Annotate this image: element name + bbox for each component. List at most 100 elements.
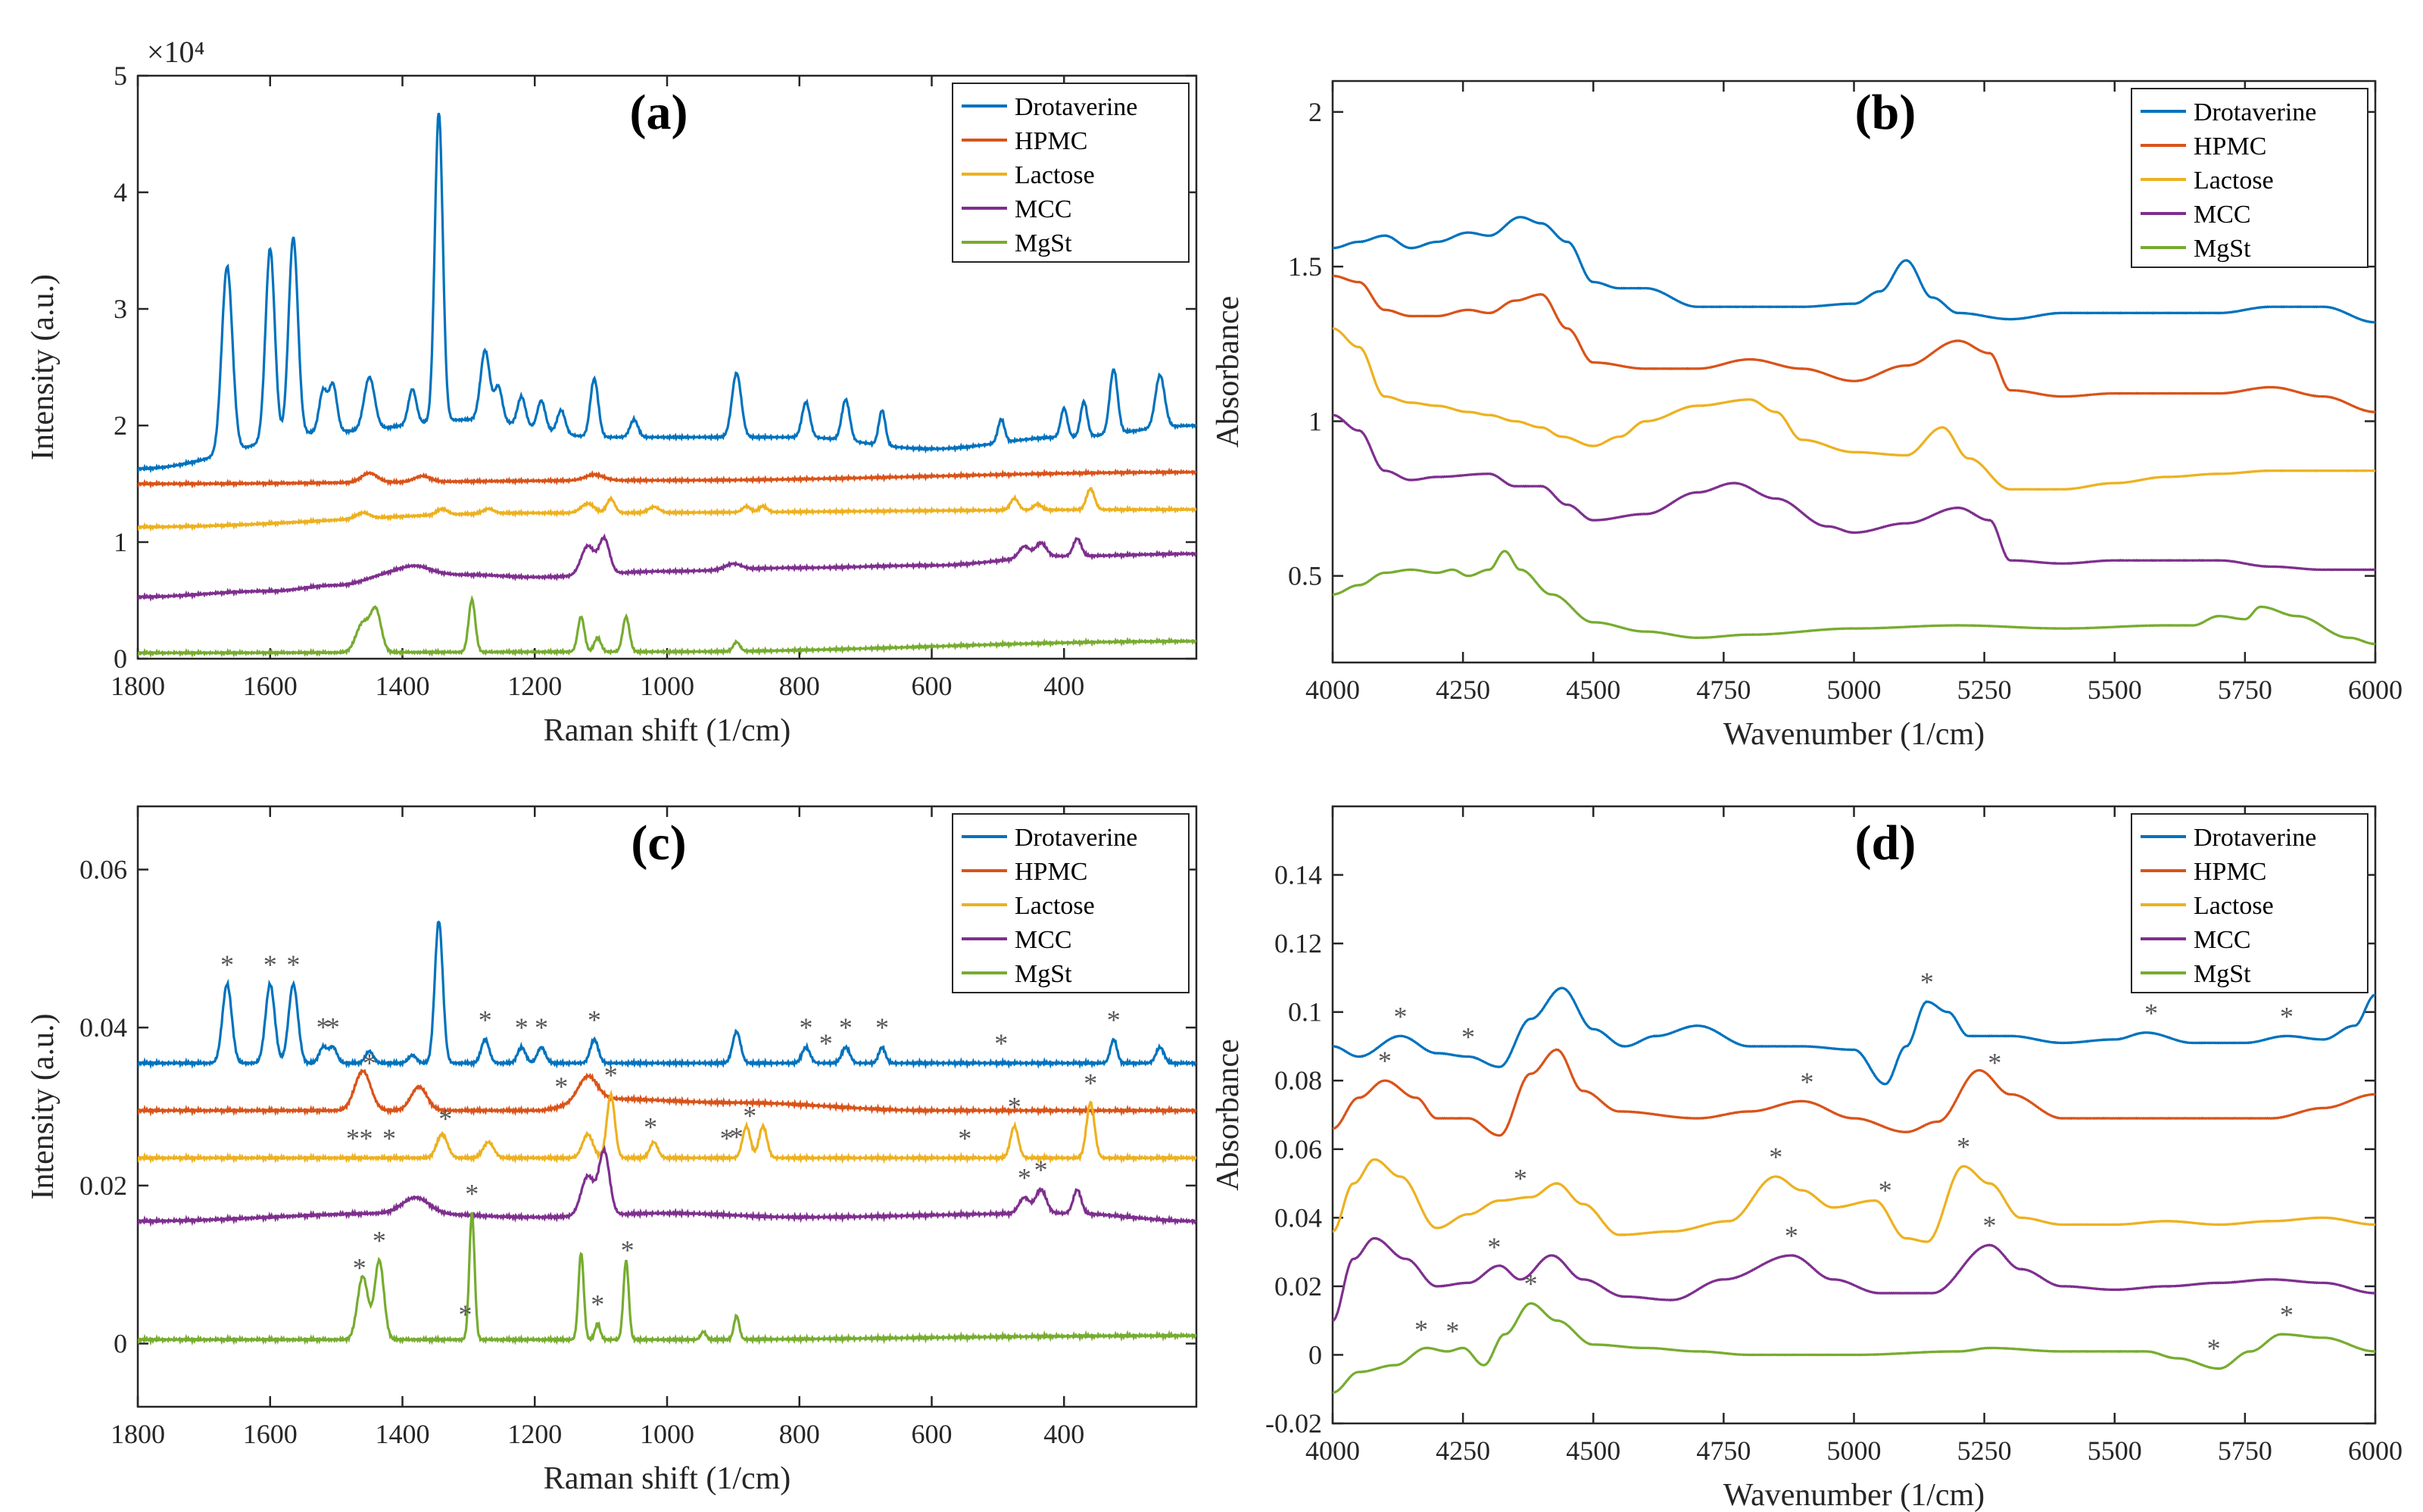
peak-marker: * [2207, 1333, 2221, 1364]
peak-marker: * [1378, 1046, 1392, 1076]
panel-title: (a) [630, 85, 688, 140]
legend: Drotaverine HPMC Lactose MCC MgSt [952, 813, 1190, 993]
series-line-drotaverine [138, 112, 1196, 474]
peak-marker: * [1394, 1001, 1408, 1031]
x-axis-label: Wavenumber (1/cm) [1723, 1478, 1985, 1512]
x-tick-label: 5000 [1827, 675, 1882, 705]
x-tick-label: 6000 [2348, 675, 2403, 705]
legend: Drotaverine HPMC Lactose MCC MgSt [2131, 88, 2368, 268]
peak-marker: * [353, 1253, 366, 1283]
series-line-mcc [1333, 1236, 2375, 1322]
legend-label-mgst: MgSt [2194, 960, 2251, 988]
x-tick-label: 1400 [376, 1419, 430, 1449]
peak-marker: * [1988, 1047, 2001, 1077]
legend-label-lactose: Lactose [1015, 161, 1095, 189]
peak-marker: * [604, 1060, 618, 1090]
x-tick-label: 5250 [1957, 1436, 2012, 1466]
series-line-hpmc [1333, 1048, 2375, 1137]
x-tick-label: 6000 [2348, 1436, 2403, 1466]
peak-marker: * [588, 1005, 601, 1035]
y-multiplier-label: ×10⁴ [147, 35, 205, 69]
panel-b: 4000 4250 4500 4750 5000 5250 5500 5750 6000 0.5 1… [1211, 79, 2403, 752]
legend-label-drotaverine: Drotaverine [2194, 98, 2316, 126]
y-tick-label: 0.02 [80, 1171, 127, 1201]
y-tick-label: 0.04 [80, 1012, 127, 1043]
legend-label-mgst: MgSt [1015, 960, 1072, 988]
peak-marker: * [1801, 1067, 1814, 1097]
y-tick-label: 2 [114, 410, 127, 441]
y-tick-label: 0.12 [1274, 928, 1322, 959]
peak-marker: * [479, 1005, 492, 1035]
peak-marker: * [799, 1012, 812, 1043]
y-tick-label: 0 [114, 1329, 127, 1359]
y-tick-label: -0.02 [1265, 1408, 1322, 1439]
series-line-mgst [138, 594, 1196, 658]
x-tick-label: 400 [1043, 1419, 1084, 1449]
peak-marker: * [1524, 1269, 1538, 1299]
y-tick-label: 5 [114, 61, 127, 91]
legend-label-mcc: MCC [1015, 195, 1072, 223]
panel-a: 1800 1600 1400 1200 1000 800 600 400 0 1 2 3 4 5 ×10⁴ R… [26, 35, 1198, 748]
x-tick-label: 4250 [1436, 675, 1490, 705]
series-line-mgst [1333, 1302, 2375, 1394]
series-line-drotaverine [1333, 987, 2375, 1086]
series-line-mcc [138, 533, 1196, 602]
series-line-lactose [138, 1089, 1196, 1164]
series-line-drotaverine [138, 920, 1196, 1070]
panel-title: (c) [631, 815, 686, 871]
legend-label-drotaverine: Drotaverine [2194, 824, 2316, 852]
panel-d: 4000 4250 4500 4750 5000 5250 5500 5750 6000 -0.0… [1211, 805, 2403, 1512]
series-line-hpmc [138, 467, 1196, 489]
x-tick-label: 800 [779, 1419, 820, 1449]
series-line-lactose [1333, 327, 2375, 491]
y-tick-label: 0.14 [1274, 860, 1322, 890]
peak-marker: * [1785, 1221, 1798, 1251]
x-tick-label: 5750 [2218, 675, 2272, 705]
peak-marker: * [346, 1123, 360, 1153]
peak-marker: * [1769, 1142, 1782, 1172]
y-tick-label: 4 [114, 177, 127, 207]
peak-marker: * [875, 1012, 889, 1043]
series-line-hpmc [1333, 274, 2375, 413]
peak-marker: * [720, 1123, 734, 1153]
peak-marker: * [1920, 967, 1934, 997]
peak-marker: * [1514, 1163, 1527, 1193]
x-tick-label: 4500 [1566, 675, 1620, 705]
y-tick-label: 0.04 [1274, 1202, 1322, 1233]
peak-marker: * [743, 1101, 756, 1131]
x-tick-label: 4250 [1436, 1436, 1490, 1466]
peak-marker: * [1084, 1068, 1097, 1098]
x-axis-label: Raman shift (1/cm) [544, 1461, 791, 1496]
peak-marker: * [459, 1299, 472, 1330]
x-tick-label: 4750 [1696, 1436, 1751, 1466]
x-tick-label: 800 [779, 671, 820, 701]
y-tick-label: 0.06 [80, 854, 127, 884]
peak-marker: * [591, 1289, 604, 1319]
legend-label-hpmc: HPMC [2194, 132, 2266, 161]
legend-label-hpmc: HPMC [1015, 127, 1087, 155]
legend: Drotaverine HPMC Lactose MCC MgSt [952, 83, 1190, 263]
legend: Drotaverine HPMC Lactose MCC MgSt [2131, 813, 2368, 993]
x-tick-label: 5250 [1957, 675, 2012, 705]
x-tick-label: 1400 [376, 671, 430, 701]
peak-marker: * [535, 1012, 548, 1043]
peak-marker: * [2280, 1299, 2294, 1330]
x-tick-label: 1800 [111, 1419, 165, 1449]
x-tick-label: 1600 [243, 671, 298, 701]
x-tick-label: 4750 [1696, 675, 1751, 705]
peak-marker: * [363, 1048, 376, 1078]
x-tick-label: 4000 [1305, 1436, 1360, 1466]
x-tick-label: 1200 [507, 671, 562, 701]
peak-marker: * [1018, 1163, 1031, 1193]
legend-label-mgst: MgSt [2194, 235, 2251, 263]
y-tick-label: 0.1 [1288, 997, 1322, 1027]
peak-marker: * [382, 1123, 396, 1153]
x-tick-label: 1600 [243, 1419, 298, 1449]
series-line-mgst [1333, 550, 2375, 646]
peak-marker: * [1957, 1131, 1970, 1161]
legend-label-mgst: MgSt [1015, 229, 1072, 257]
peak-marker: * [1414, 1314, 1428, 1345]
peak-marker: * [994, 1028, 1008, 1058]
peak-marker: * [1445, 1316, 1459, 1346]
